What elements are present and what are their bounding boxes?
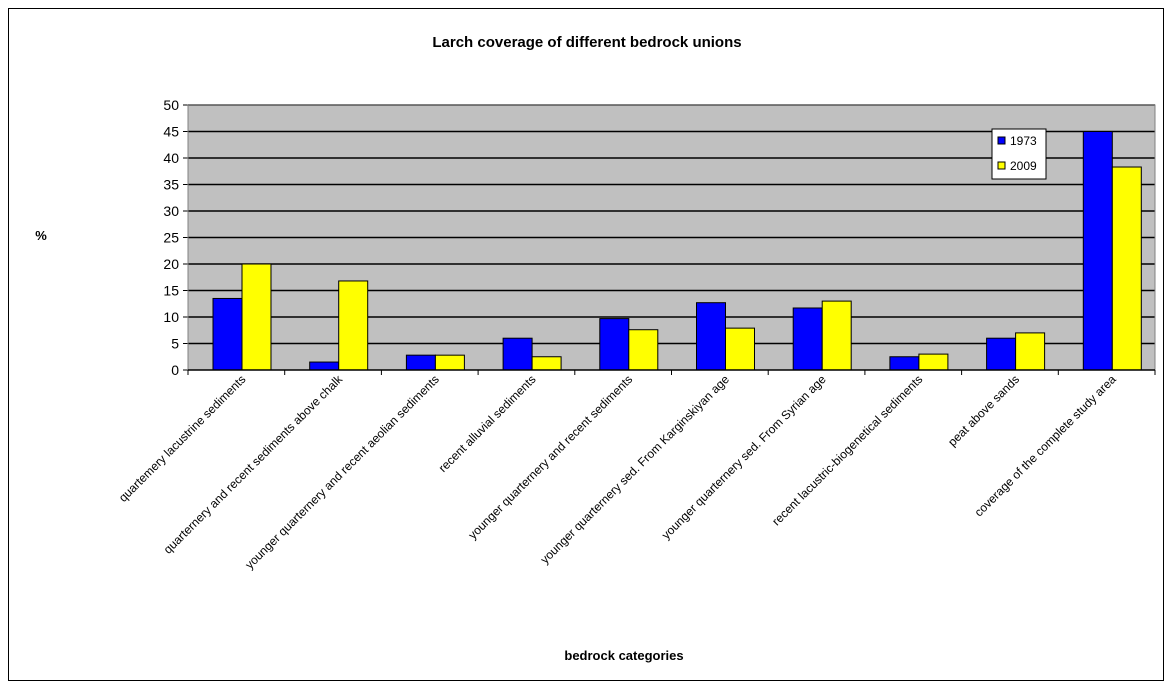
y-tick-label: 50 [163, 97, 179, 113]
y-tick-label: 5 [171, 336, 179, 352]
bar [821, 300, 852, 371]
x-tick-label: younger quarternery and recent aeolian s… [242, 372, 442, 572]
legend: 1973 2009 [991, 128, 1047, 180]
bar [434, 354, 465, 371]
bar [918, 353, 949, 371]
y-tick-label: 10 [163, 309, 179, 325]
bar [502, 337, 533, 371]
legend-label: 2009 [1010, 159, 1037, 173]
bar [241, 263, 272, 371]
bar [309, 361, 340, 371]
y-axis-label: % [35, 228, 47, 243]
x-tick-label: recent alluvial sediments [436, 372, 539, 475]
x-tick-label: peat above sands [945, 372, 1022, 449]
bar [531, 356, 562, 371]
x-tick-label: younger quarternery sed. From Syrian age [659, 372, 829, 542]
y-tick-label: 15 [163, 283, 179, 299]
y-tick-label: 25 [163, 230, 179, 246]
bar [1111, 166, 1142, 371]
x-axis-label: bedrock categories [564, 648, 683, 663]
bar [599, 318, 630, 371]
y-tick-label: 40 [163, 150, 179, 166]
bar [1082, 131, 1113, 371]
bar [1015, 332, 1046, 371]
x-tick-label: quarternery and recent sediments above c… [161, 372, 346, 557]
x-tick-label: younger quarternery sed. From Karginskiy… [538, 372, 733, 567]
bar [792, 307, 823, 371]
legend-swatch [997, 161, 1006, 170]
y-tick-label: 35 [163, 177, 179, 193]
y-tick-label: 0 [171, 362, 179, 378]
x-tick-label: younger quarternery and recent sediments [465, 372, 635, 542]
bar [338, 280, 369, 371]
legend-swatch [997, 136, 1006, 145]
bar [986, 337, 1017, 371]
x-tick-label: recent lacustric-biogenetical sediments [769, 372, 925, 528]
bar [628, 329, 659, 371]
chart-title: Larch coverage of different bedrock unio… [432, 34, 741, 51]
bar [696, 302, 726, 371]
y-tick-label: 20 [163, 256, 179, 272]
legend-label: 1973 [1010, 134, 1037, 148]
y-tick-label: 45 [163, 124, 179, 140]
bar [889, 356, 920, 371]
bar [725, 327, 755, 371]
bar [212, 297, 243, 371]
y-tick-label: 30 [163, 203, 179, 219]
bar [405, 354, 436, 371]
